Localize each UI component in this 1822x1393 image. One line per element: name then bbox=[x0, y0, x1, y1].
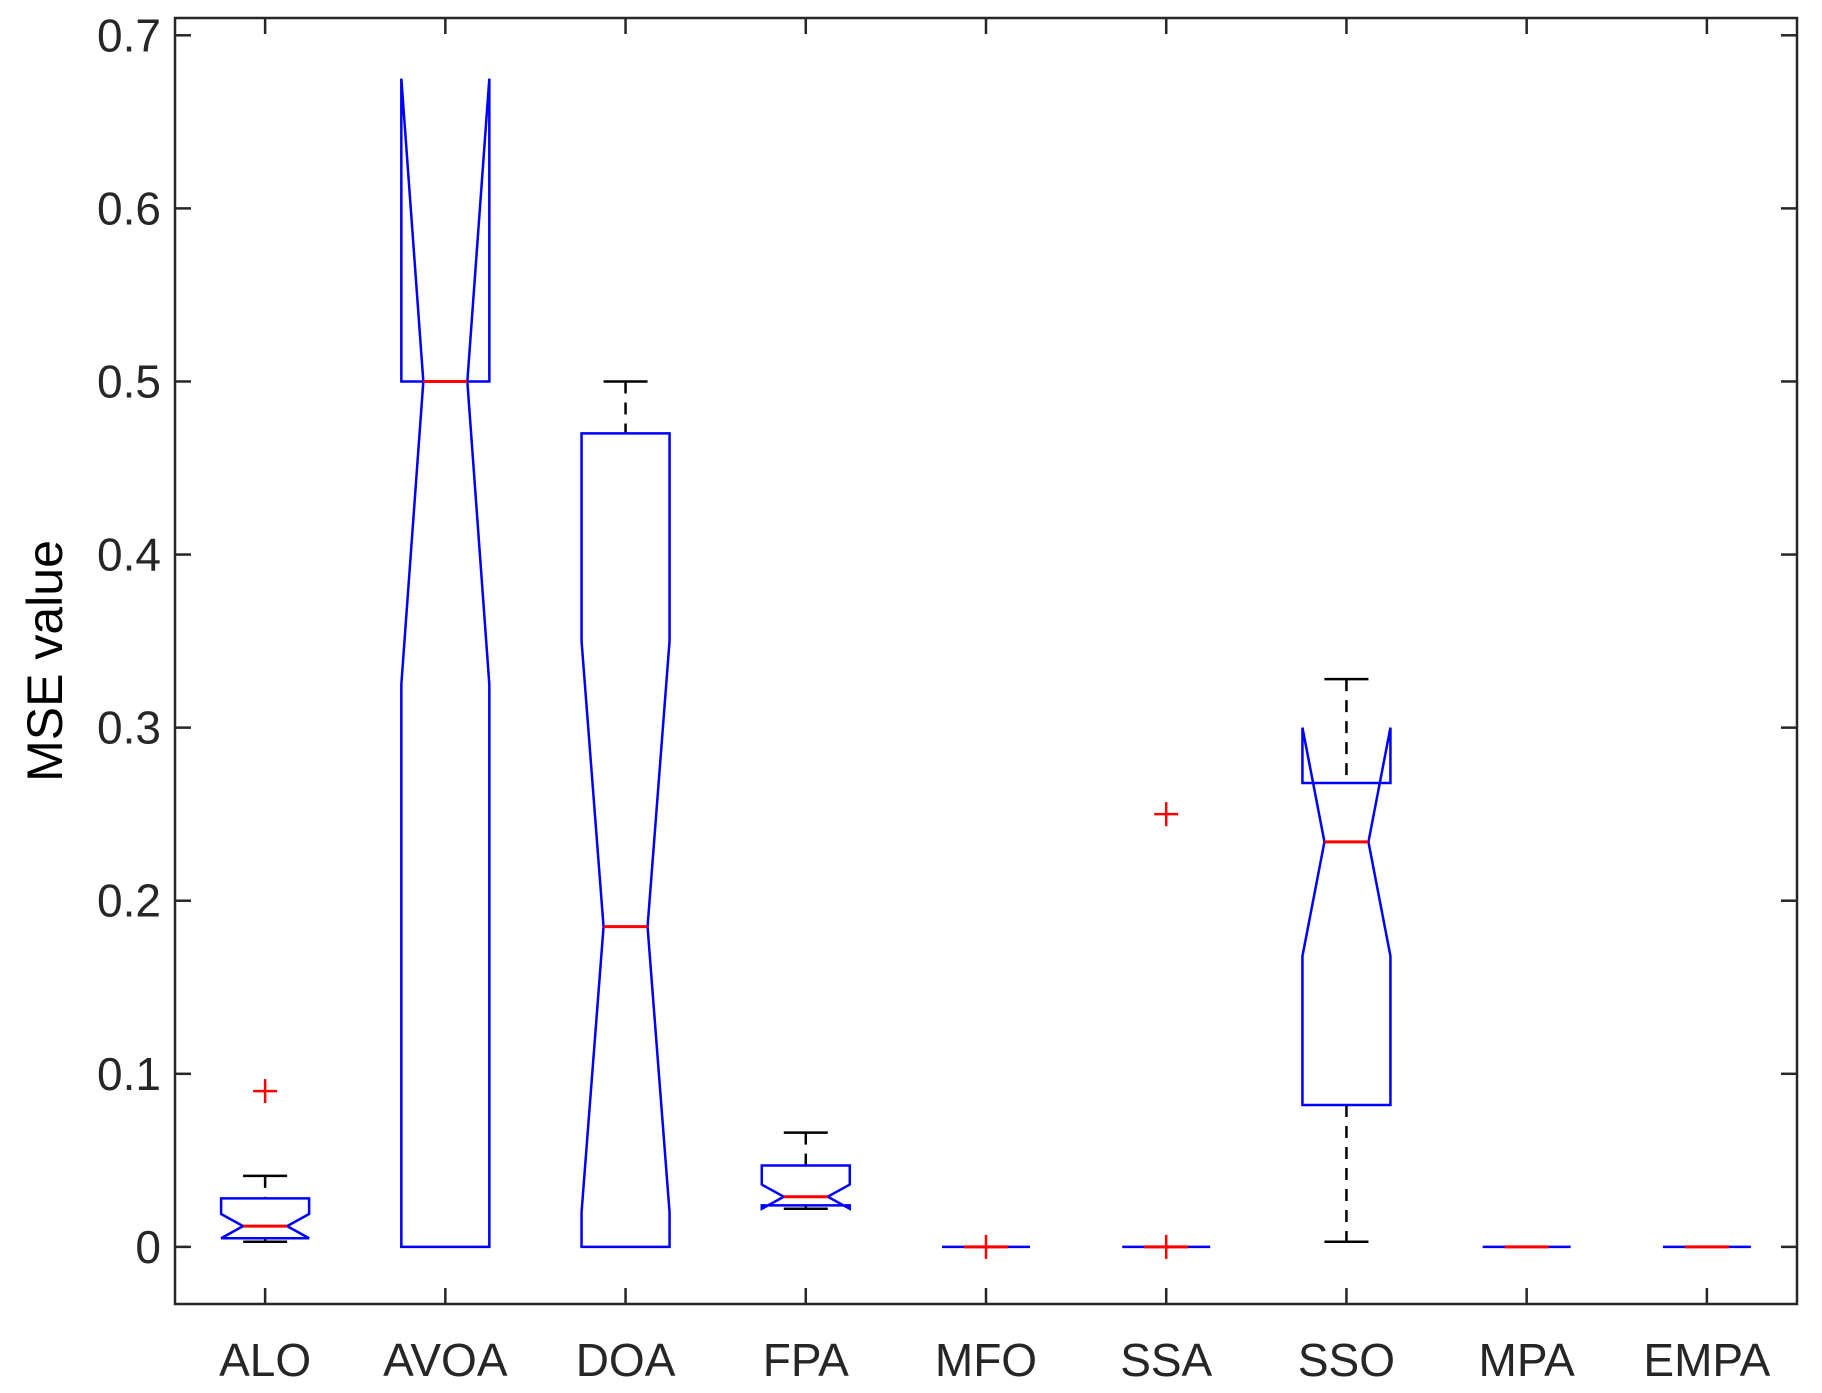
y-tick-label: 0.1 bbox=[97, 1048, 161, 1100]
y-tick-label: 0.7 bbox=[97, 9, 161, 61]
box-doa bbox=[580, 380, 671, 1249]
y-tick-label: 0.2 bbox=[97, 875, 161, 927]
box-sso bbox=[1301, 677, 1392, 1243]
x-tick-label: AVOA bbox=[383, 1334, 508, 1386]
plot-area bbox=[173, 16, 1799, 1306]
box-outline bbox=[760, 1164, 852, 1211]
box-mfo bbox=[942, 1234, 1030, 1259]
x-tick-label: DOA bbox=[576, 1334, 676, 1386]
box-ssa bbox=[1122, 802, 1211, 1259]
y-tick-label: 0.4 bbox=[97, 529, 161, 581]
y-tick-label: 0.5 bbox=[97, 355, 161, 407]
y-axis-label: MSE value bbox=[17, 540, 73, 782]
x-tick-label: FPA bbox=[763, 1334, 849, 1386]
x-tick-label: MFO bbox=[935, 1334, 1037, 1386]
box-outline bbox=[400, 78, 491, 1249]
box-fpa bbox=[760, 1131, 852, 1211]
x-tick-label: ALO bbox=[219, 1334, 311, 1386]
x-tick-labels: ALO AVOA DOA FPA MFO SSA SSO MPA EMPA bbox=[219, 1334, 1771, 1386]
x-tick-label: EMPA bbox=[1643, 1334, 1770, 1386]
box-avoa bbox=[400, 78, 491, 1249]
box-outline bbox=[219, 1197, 311, 1240]
x-tick-label: MPA bbox=[1479, 1334, 1576, 1386]
axis-ticks bbox=[175, 18, 1797, 1304]
box-outline bbox=[1301, 727, 1392, 1107]
y-tick-label: 0 bbox=[135, 1221, 161, 1273]
x-tick-label: SSO bbox=[1298, 1334, 1395, 1386]
y-tick-label: 0.6 bbox=[97, 182, 161, 234]
boxes bbox=[219, 78, 1751, 1259]
box-alo bbox=[219, 1079, 311, 1243]
x-tick-label: SSA bbox=[1120, 1334, 1212, 1386]
y-tick-labels: 0 0.1 0.2 0.3 0.4 0.5 0.6 0.7 bbox=[97, 9, 161, 1273]
box-outline bbox=[580, 432, 671, 1249]
y-tick-label: 0.3 bbox=[97, 702, 161, 754]
